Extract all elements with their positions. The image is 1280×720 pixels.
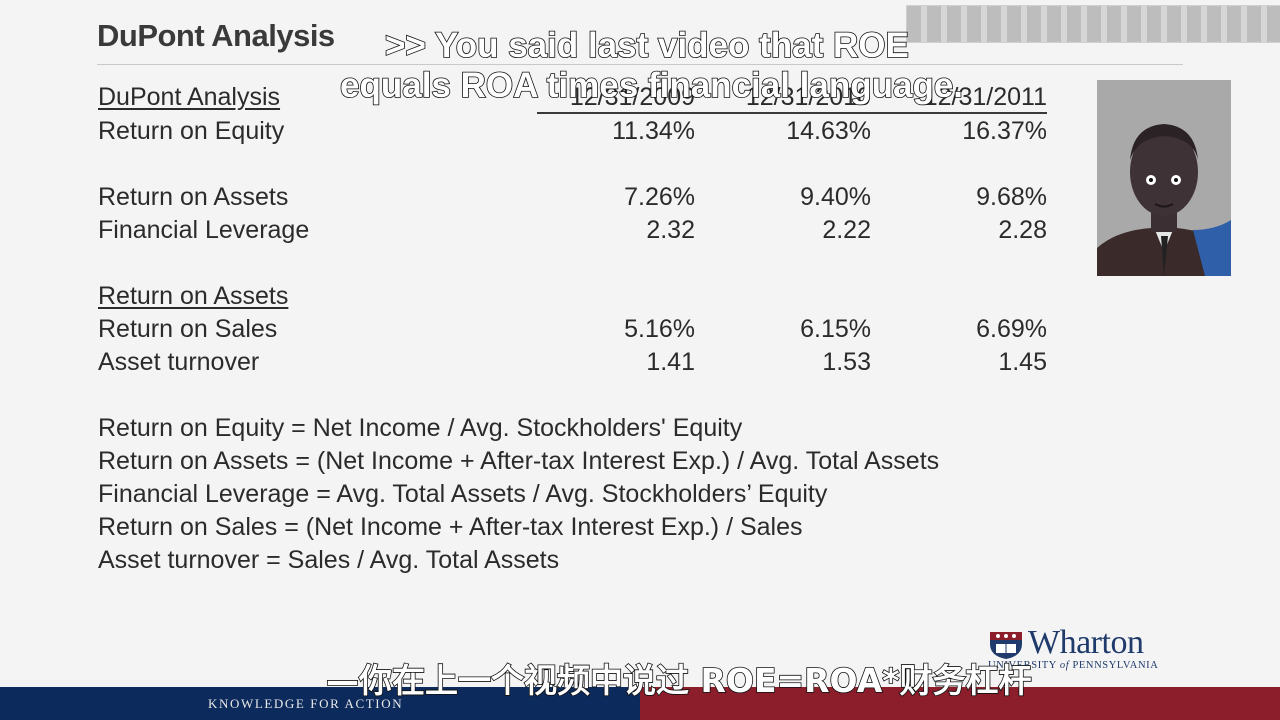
turnover-2010: 1.53 — [822, 348, 871, 376]
presenter-portrait — [1097, 80, 1231, 276]
wharton-logo-subtitle: UNIVERSITY of PENNSYLVANIA — [988, 660, 1159, 671]
ros-2009: 5.16% — [624, 315, 695, 343]
roa-2010: 9.40% — [800, 183, 871, 211]
presenter-illustration — [1097, 80, 1231, 276]
roe-2010: 14.63% — [786, 117, 871, 145]
ros-2011: 6.69% — [976, 315, 1047, 343]
row-label-asset-turnover: Asset turnover — [98, 348, 260, 376]
formula-asset-turnover: Asset turnover = Sales / Avg. Total Asse… — [98, 546, 560, 574]
ros-2010: 6.15% — [800, 315, 871, 343]
column-header-2010: 12/31/2010 — [745, 83, 871, 111]
wharton-logo-text: Wharton — [1028, 624, 1144, 661]
row-label-financial-leverage: Financial Leverage — [98, 216, 310, 244]
caption-chinese: —你在上一个视频中说过 ROE=ROA*财务杠杆 — [325, 660, 1032, 701]
roa-2009: 7.26% — [624, 183, 695, 211]
leverage-2010: 2.22 — [822, 216, 871, 244]
formula-return-on-sales: Return on Sales = (Net Income + After-ta… — [98, 513, 803, 541]
title-divider — [97, 64, 1183, 65]
formula-roa: Return on Assets = (Net Income + After-t… — [98, 447, 940, 475]
caption-english-line-2: equals ROA times financial language. — [339, 65, 964, 106]
slide-title: DuPont Analysis — [97, 18, 335, 53]
wharton-logo: Wharton UNIVERSITY of PENNSYLVANIA — [988, 624, 1188, 671]
formula-roe: Return on Equity = Net Income / Avg. Sto… — [98, 414, 743, 442]
column-header-2011: 12/31/2011 — [923, 83, 1047, 111]
leverage-2009: 2.32 — [646, 216, 695, 244]
footer-blue-bar: KNOWLEDGE FOR ACTION — [0, 687, 640, 720]
turnover-2009: 1.41 — [646, 348, 695, 376]
footer-red-bar — [640, 687, 1280, 720]
section-header-roa: Return on Assets — [98, 282, 289, 310]
formula-financial-leverage: Financial Leverage = Avg. Total Assets /… — [98, 480, 828, 508]
roa-2011: 9.68% — [976, 183, 1047, 211]
row-label-roe: Return on Equity — [98, 117, 285, 145]
footer-tagline: KNOWLEDGE FOR ACTION — [208, 696, 404, 711]
row-label-roa: Return on Assets — [98, 183, 289, 211]
row-label-return-on-sales: Return on Sales — [98, 315, 278, 343]
roe-2009: 11.34% — [612, 117, 695, 145]
table-header-label: DuPont Analysis — [98, 83, 281, 111]
top-right-placeholder — [906, 5, 1280, 43]
turnover-2011: 1.45 — [998, 348, 1047, 376]
header-underline — [537, 112, 1047, 114]
column-header-2009: 12/31/2009 — [569, 83, 695, 111]
roe-2011: 16.37% — [962, 117, 1047, 145]
leverage-2011: 2.28 — [998, 216, 1047, 244]
wharton-shield-icon — [990, 632, 1022, 659]
caption-english-line-1: >> You said last video that ROE — [384, 25, 909, 66]
